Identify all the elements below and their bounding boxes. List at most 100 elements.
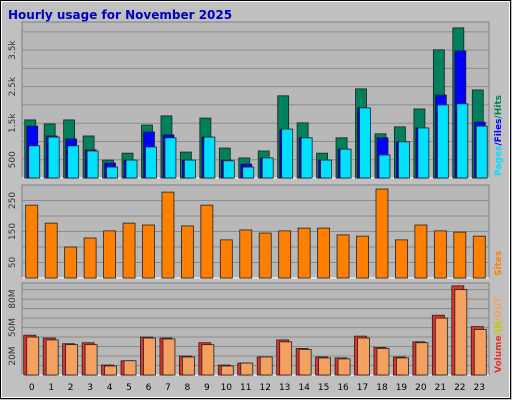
bar <box>125 159 138 179</box>
bar <box>242 166 255 179</box>
x-tick-label: 9 <box>204 383 210 393</box>
legend: Pages/Files/Hits <box>494 95 504 176</box>
bar <box>203 136 216 179</box>
bar <box>279 341 293 376</box>
bar <box>433 230 447 279</box>
bar <box>45 339 59 376</box>
bar <box>143 337 156 376</box>
x-tick-label: 16 <box>337 383 349 393</box>
bar <box>336 234 350 279</box>
bar <box>164 137 177 179</box>
y-tick-label: 150 <box>8 223 18 240</box>
x-tick-label: 15 <box>318 383 329 393</box>
y-tick-label: 50 <box>8 257 18 269</box>
bar <box>297 227 311 279</box>
bar <box>434 317 448 376</box>
bar <box>25 204 39 279</box>
x-tick-label: 10 <box>221 383 233 393</box>
y-tick-label: 2.5k <box>8 76 18 96</box>
bar <box>454 289 468 376</box>
x-tick-label: 6 <box>146 383 152 393</box>
x-tick-label: 3 <box>87 383 93 393</box>
bar <box>181 356 195 376</box>
bar <box>26 336 40 376</box>
bar <box>123 360 137 376</box>
bar <box>64 246 78 279</box>
bar <box>356 235 369 279</box>
bar <box>415 342 429 376</box>
bar <box>473 329 487 376</box>
x-tick-label: 20 <box>415 383 427 393</box>
x-tick-label: 5 <box>126 383 132 393</box>
bar <box>183 159 196 179</box>
bar <box>219 239 233 279</box>
bar <box>376 348 390 376</box>
legend-entry: Volume <box>494 335 504 373</box>
legend-entry: Sites <box>494 251 504 276</box>
x-tick-label: 18 <box>376 383 388 393</box>
bar <box>318 357 332 376</box>
bar <box>162 338 176 376</box>
bar <box>281 128 294 179</box>
bar <box>200 204 214 279</box>
bar <box>47 136 60 179</box>
bar <box>259 356 273 376</box>
bar <box>67 145 80 179</box>
y-tick-label: 20M <box>8 346 18 365</box>
y-tick-label: 500 <box>8 151 18 168</box>
bar <box>417 127 430 179</box>
x-tick-label: 1 <box>48 383 54 393</box>
legend-entry: /Files <box>494 119 504 146</box>
bar <box>180 225 194 279</box>
bar <box>278 230 292 279</box>
x-tick-label: 23 <box>474 383 485 393</box>
bar <box>220 365 234 376</box>
x-tick-label: 19 <box>396 383 408 393</box>
bar <box>414 224 428 279</box>
bar <box>104 365 117 376</box>
bar <box>145 146 157 179</box>
plot-area <box>21 21 490 179</box>
legend-entry: /Hits <box>494 95 504 119</box>
bar <box>359 107 371 179</box>
bar <box>456 103 469 179</box>
bar <box>337 358 351 376</box>
y-tick-label: 80M <box>8 290 18 309</box>
x-tick-label: 17 <box>357 383 368 393</box>
bar <box>357 337 370 376</box>
bar <box>84 344 98 376</box>
x-tick-label: 14 <box>298 383 310 393</box>
y-tick-label: 250 <box>8 192 18 209</box>
bar <box>239 229 253 279</box>
legend: Volume/IN/OUT <box>494 296 504 373</box>
bar <box>395 239 408 279</box>
bar <box>44 222 58 279</box>
bar <box>396 357 409 376</box>
bar <box>222 160 235 179</box>
bar <box>261 157 274 179</box>
x-tick-label: 12 <box>260 383 271 393</box>
bar <box>106 166 118 179</box>
bar <box>142 224 155 279</box>
bar <box>398 141 410 179</box>
y-tick-label: 3.5k <box>8 40 18 60</box>
bar <box>475 125 488 179</box>
bar <box>28 145 41 179</box>
bar <box>86 150 99 179</box>
bar <box>258 232 272 279</box>
legend-entry: /IN <box>494 321 504 335</box>
bar <box>453 231 467 279</box>
legend-entry: /OUT <box>494 296 504 321</box>
bar <box>378 154 391 179</box>
bar <box>65 344 79 376</box>
x-tick-label: 4 <box>107 383 113 393</box>
x-tick-label: 21 <box>435 383 446 393</box>
y-tick-label: 50M <box>8 318 18 337</box>
bar <box>122 222 136 279</box>
x-tick-label: 0 <box>29 383 35 393</box>
bar <box>240 362 254 376</box>
bar <box>201 344 215 376</box>
legend: Sites <box>494 251 504 276</box>
